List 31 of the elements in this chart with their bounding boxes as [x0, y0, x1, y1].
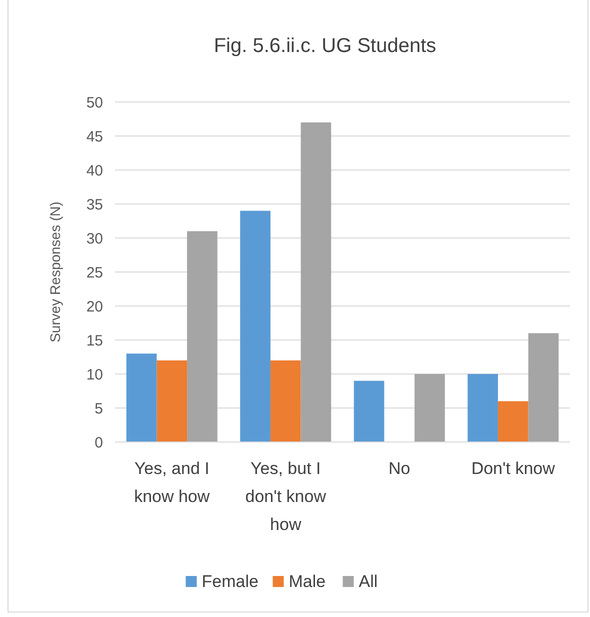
y-tick-label: 40 [86, 162, 103, 180]
x-tick-label: Yes, but I don't know how [245, 459, 327, 534]
legend-label: Female [202, 572, 258, 591]
y-tick-label: 5 [94, 400, 103, 418]
bar [187, 231, 218, 442]
bar [498, 401, 528, 442]
bar [270, 360, 301, 442]
bar [414, 374, 445, 442]
y-tick-label: 20 [86, 298, 103, 316]
y-axis-title: Survey Responses (N) [47, 202, 63, 342]
y-tick-label: 10 [86, 366, 103, 384]
x-tick-label: No [388, 459, 410, 478]
y-tick-label: 15 [86, 332, 103, 350]
chart-title: Fig. 5.6.ii.c. UG Students [214, 35, 436, 57]
x-tick-label: Don't know [471, 459, 556, 478]
bar [240, 210, 270, 442]
y-tick-label: 50 [86, 94, 103, 112]
bar [528, 333, 559, 442]
bar [300, 122, 332, 442]
bar [354, 380, 384, 442]
bar [156, 360, 188, 442]
y-tick-label: 45 [86, 128, 103, 146]
y-tick-label: 35 [86, 196, 103, 214]
y-tick-label: 30 [86, 230, 103, 248]
bar [468, 374, 498, 442]
bar [126, 354, 157, 442]
legend-label: All [358, 572, 378, 591]
y-tick-label: 25 [86, 264, 103, 282]
legend-label: Male [288, 572, 326, 591]
y-tick-label: 0 [94, 434, 103, 452]
x-tick-label: Yes, and I know how [134, 459, 210, 506]
